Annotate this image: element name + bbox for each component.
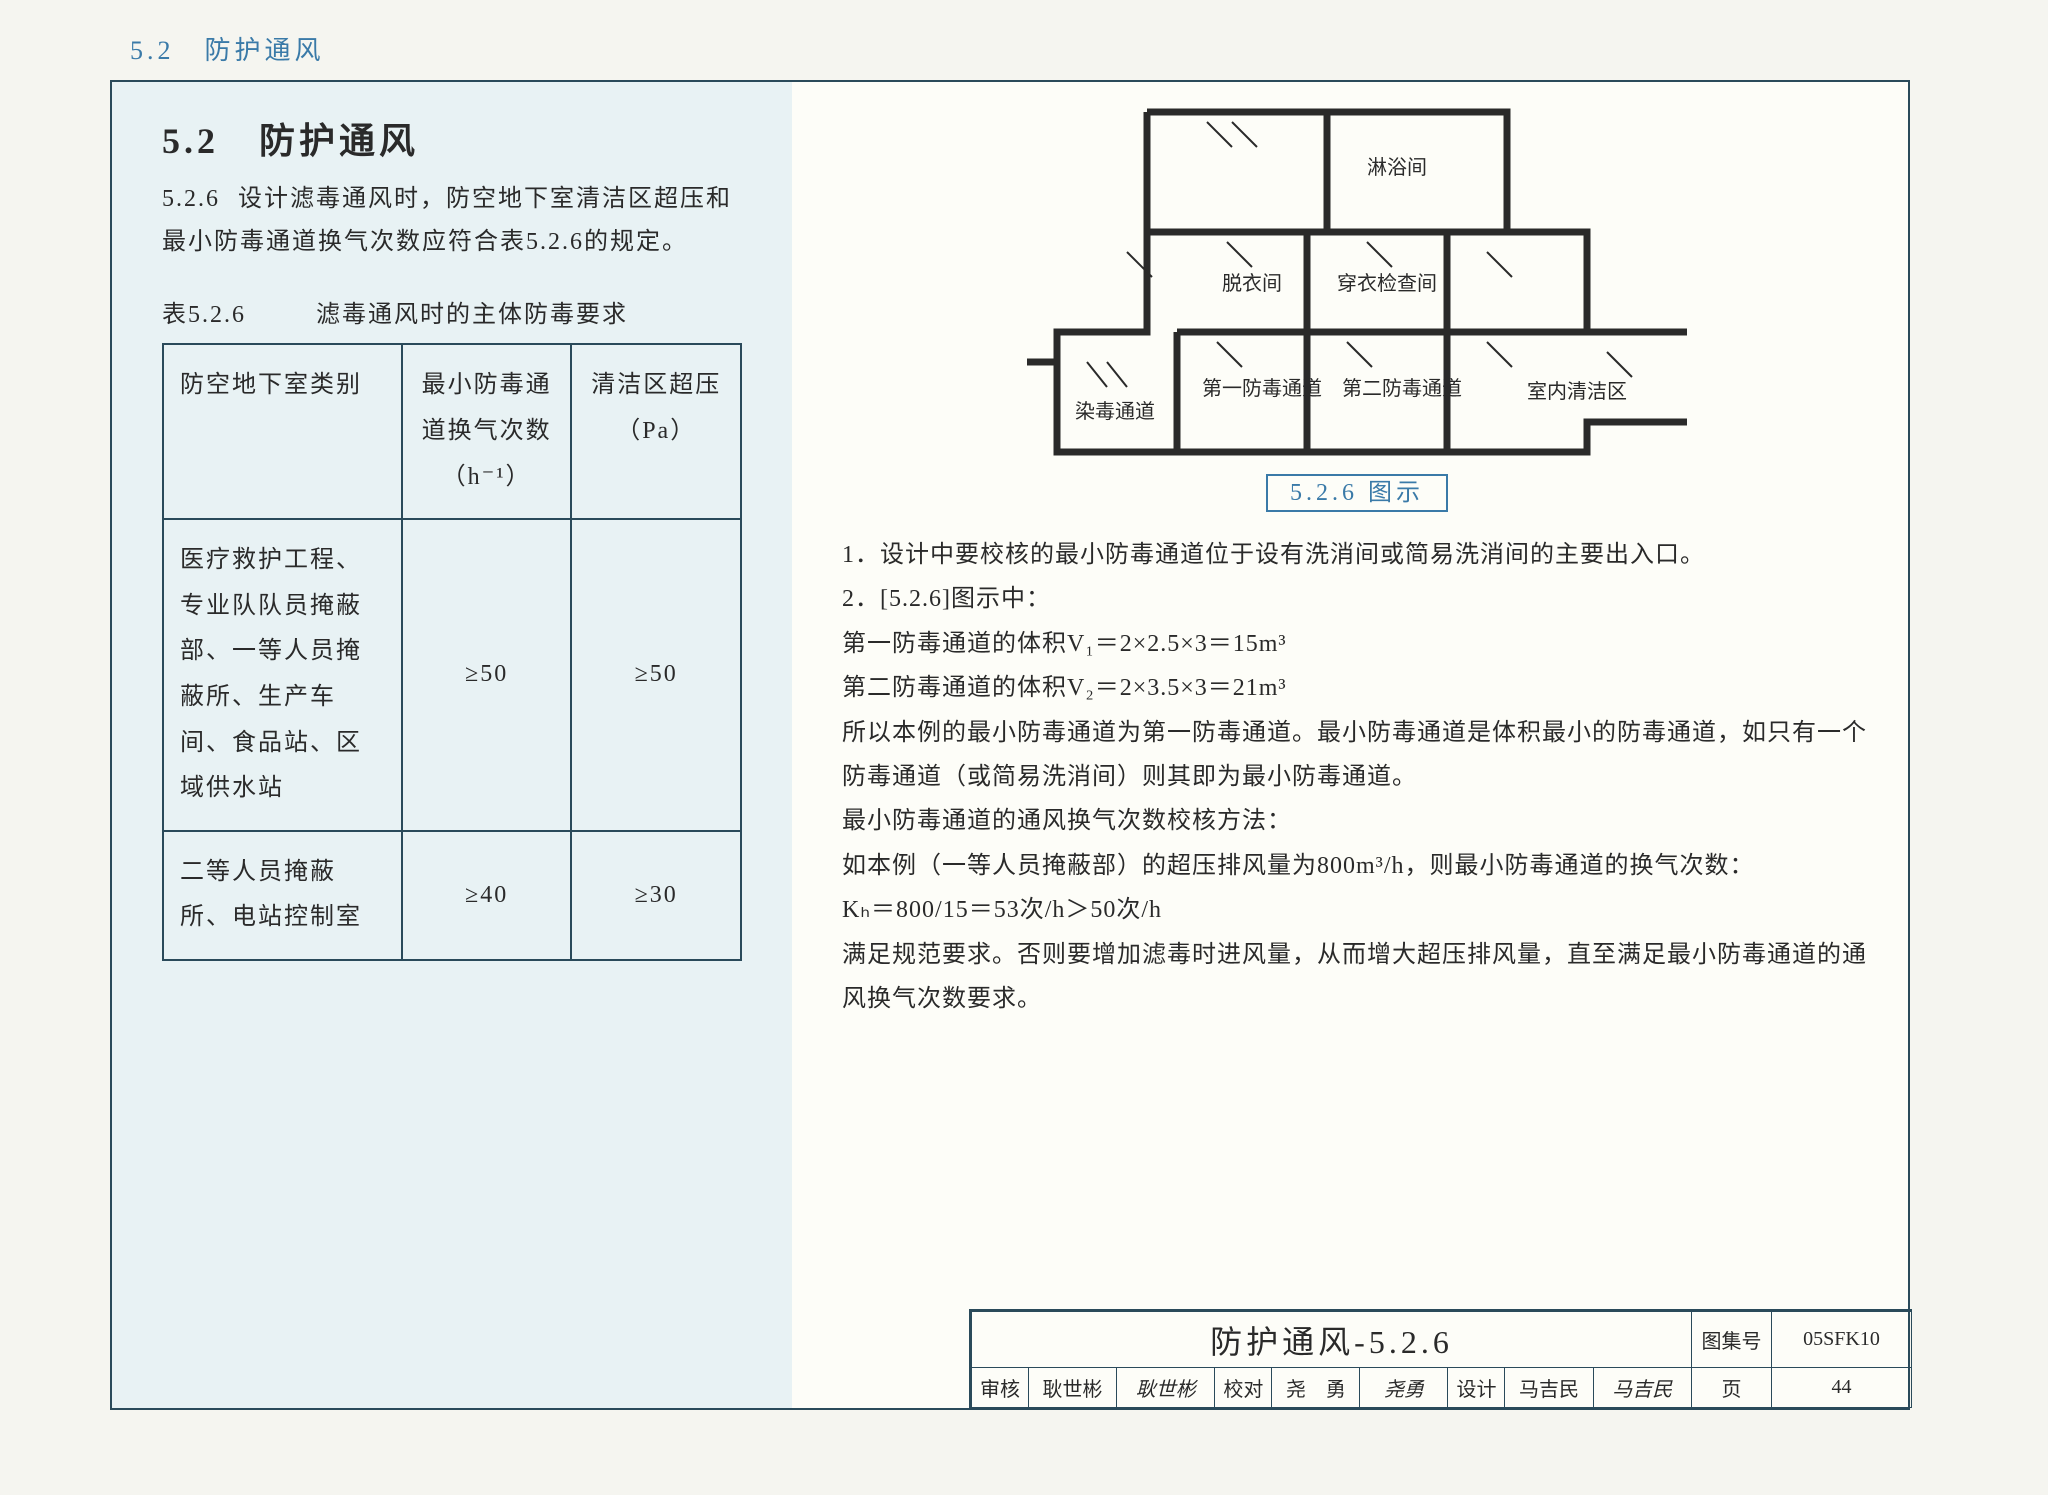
reviewer-name: 耿世彬 xyxy=(1028,1368,1116,1408)
drawing-title: 防护通风-5.2.6 xyxy=(972,1312,1692,1368)
note-line: Kₕ＝800/15＝53次/h＞50次/h xyxy=(842,888,1872,932)
note-line: 最小防毒通道的通风换气次数校核方法： xyxy=(842,799,1872,843)
note-line: 如本例（一等人员掩蔽部）的超压排风量为800m³/h，则最小防毒通道的换气次数： xyxy=(842,844,1872,888)
cell-rate: ≥50 xyxy=(402,519,572,831)
cell-pressure: ≥30 xyxy=(571,831,741,960)
note-line: 2．[5.2.6]图示中： xyxy=(842,577,1872,621)
room-label-clean: 室内清洁区 xyxy=(1527,380,1627,404)
notes-block: 1．设计中要校核的最小防毒通道位于设有洗消间或简易洗消间的主要出入口。 2．[5… xyxy=(842,533,1872,1021)
review-label: 审核 xyxy=(972,1368,1029,1408)
set-value: 05SFK10 xyxy=(1772,1312,1912,1368)
table-header-row: 防空地下室类别 最小防毒通道换气次数（h⁻¹） 清洁区超压（Pa） xyxy=(163,344,741,519)
clause-text: 设计滤毒通风时，防空地下室清洁区超压和最小防毒通道换气次数应符合表5.2.6的规… xyxy=(162,186,732,255)
designer-name: 马吉民 xyxy=(1505,1368,1593,1408)
floorplan-diagram: 淋浴间 脱衣间 穿衣检查间 染毒通道 第一防毒通道 第二防毒通道 室内清洁区 xyxy=(1027,102,1687,462)
title-block: 防护通风-5.2.6 图集号 05SFK10 审核 耿世彬 耿世彬 校对 尧 勇… xyxy=(969,1309,1912,1408)
set-label: 图集号 xyxy=(1692,1312,1772,1368)
page-header: 5.2 防护通风 xyxy=(130,30,325,67)
col-rate: 最小防毒通道换气次数（h⁻¹） xyxy=(402,344,572,519)
checker-signature: 尧勇 xyxy=(1360,1368,1448,1408)
table-row: 医疗救护工程、专业队队员掩蔽部、一等人员掩蔽所、生产车间、食品站、区域供水站 ≥… xyxy=(163,519,741,831)
cell-category: 二等人员掩蔽所、电站控制室 xyxy=(163,831,402,960)
section-title: 5.2 防护通风 xyxy=(162,112,752,164)
table-caption-text: 滤毒通风时的主体防毒要求 xyxy=(316,302,628,328)
col-category: 防空地下室类别 xyxy=(163,344,402,519)
page-label: 页 xyxy=(1692,1368,1772,1408)
room-label-dress-check: 穿衣检查间 xyxy=(1337,272,1437,296)
room-label-shower: 淋浴间 xyxy=(1367,156,1427,180)
design-label: 设计 xyxy=(1448,1368,1505,1408)
table-caption: 表5.2.6 滤毒通风时的主体防毒要求 xyxy=(162,294,752,329)
right-column: 淋浴间 脱衣间 穿衣检查间 染毒通道 第一防毒通道 第二防毒通道 室内清洁区 5… xyxy=(792,82,1912,1408)
figure-caption-text: 5.2.6 图示 xyxy=(1266,474,1448,512)
note-line: 第二防毒通道的体积V₂＝2×3.5×3＝21m³ xyxy=(842,666,1872,710)
room-label-anti2: 第二防毒通道 xyxy=(1342,377,1442,401)
room-label-anti1: 第一防毒通道 xyxy=(1202,377,1302,401)
room-label-undress: 脱衣间 xyxy=(1222,272,1282,296)
room-label-contam: 染毒通道 xyxy=(1075,400,1155,424)
designer-signature: 马吉民 xyxy=(1593,1368,1692,1408)
requirements-table: 防空地下室类别 最小防毒通道换气次数（h⁻¹） 清洁区超压（Pa） 医疗救护工程… xyxy=(162,343,742,961)
figure-caption: 5.2.6 图示 xyxy=(842,472,1872,507)
check-label: 校对 xyxy=(1215,1368,1272,1408)
page-number: 44 xyxy=(1772,1368,1912,1408)
reviewer-signature: 耿世彬 xyxy=(1117,1368,1215,1408)
document-frame: 5.2 防护通风 5.2.6设计滤毒通风时，防空地下室清洁区超压和最小防毒通道换… xyxy=(110,80,1910,1410)
note-line: 第一防毒通道的体积V₁＝2×2.5×3＝15m³ xyxy=(842,622,1872,666)
note-line: 所以本例的最小防毒通道为第一防毒通道。最小防毒通道是体积最小的防毒通道，如只有一… xyxy=(842,711,1872,800)
checker-name: 尧 勇 xyxy=(1272,1368,1360,1408)
clause-paragraph: 5.2.6设计滤毒通风时，防空地下室清洁区超压和最小防毒通道换气次数应符合表5.… xyxy=(162,178,752,264)
cell-rate: ≥40 xyxy=(402,831,572,960)
clause-number: 5.2.6 xyxy=(162,186,220,212)
note-line: 满足规范要求。否则要增加滤毒时进风量，从而增大超压排风量，直至满足最小防毒通道的… xyxy=(842,933,1872,1022)
note-line: 1．设计中要校核的最小防毒通道位于设有洗消间或简易洗消间的主要出入口。 xyxy=(842,533,1872,577)
cell-category: 医疗救护工程、专业队队员掩蔽部、一等人员掩蔽所、生产车间、食品站、区域供水站 xyxy=(163,519,402,831)
table-caption-num: 表5.2.6 xyxy=(162,302,246,328)
cell-pressure: ≥50 xyxy=(571,519,741,831)
col-pressure: 清洁区超压（Pa） xyxy=(571,344,741,519)
left-column: 5.2 防护通风 5.2.6设计滤毒通风时，防空地下室清洁区超压和最小防毒通道换… xyxy=(112,82,792,1408)
table-row: 二等人员掩蔽所、电站控制室 ≥40 ≥30 xyxy=(163,831,741,960)
